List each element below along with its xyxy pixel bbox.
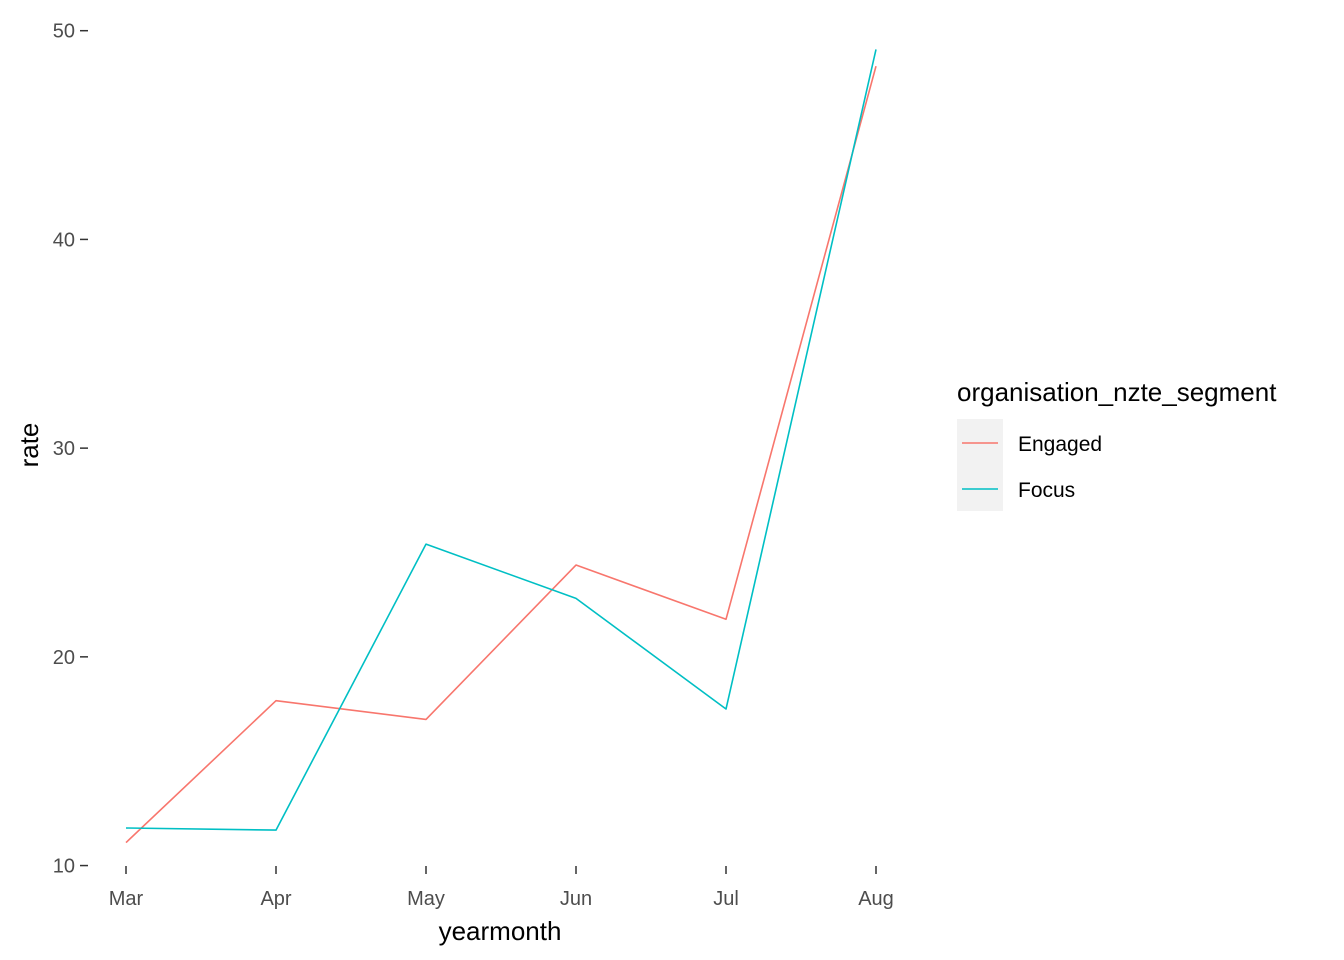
y-tick-label: 40 [53,229,75,251]
legend-items: Engaged Focus [962,433,1102,502]
x-tick-label: May [407,888,445,910]
y-tick-label: 30 [53,438,75,460]
legend-label-engaged: Engaged [1018,433,1102,456]
y-axis: 10 20 30 40 50 [53,21,88,878]
series-line-engaged [125,65,877,844]
y-tick-label: 10 [53,856,75,878]
y-axis-title: rate [14,423,44,468]
x-axis: Mar Apr May Jun Jul Aug [109,866,894,910]
x-axis-title: yearmonth [439,916,562,946]
x-tick-label: Jul [713,888,739,910]
legend-title: organisation_nzte_segment [957,377,1277,407]
x-tick-label: Aug [858,888,894,910]
legend-key-background [957,419,1003,511]
series-line-focus [125,49,877,831]
legend: organisation_nzte_segment Engaged Focus [957,377,1277,511]
y-tick-label: 50 [53,21,75,43]
x-tick-label: Jun [560,888,592,910]
legend-label-focus: Focus [1018,479,1075,502]
x-tick-label: Apr [260,888,291,910]
series-lines [125,49,877,844]
y-tick-label: 20 [53,647,75,669]
x-tick-label: Mar [109,888,144,910]
